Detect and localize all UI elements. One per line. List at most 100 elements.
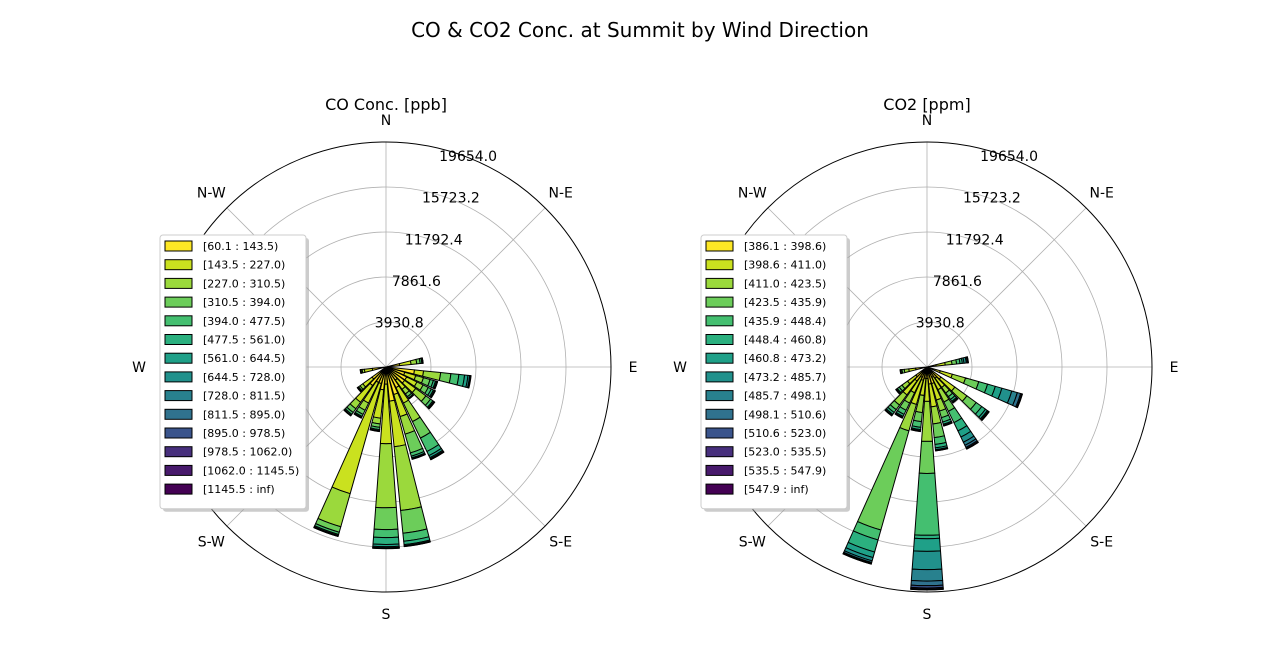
wind-wedge	[467, 375, 472, 389]
co2-windrose-panel: CO2 [ppm]N N-E E S-E S S-W W N-W 3930.8 7861.6 117…	[673, 95, 1178, 623]
legend-label: [394.0 : 477.5)	[203, 315, 285, 328]
wind-wedge	[894, 413, 903, 419]
wind-wedge	[943, 422, 953, 427]
wind-wedge	[356, 387, 362, 393]
wind-wedge	[369, 429, 380, 433]
legend-label: [435.9 : 448.4)	[744, 315, 826, 328]
legend-frame	[700, 234, 848, 510]
wind-wedge	[430, 390, 436, 399]
wind-wedge	[910, 588, 944, 591]
wind-wedge	[408, 394, 415, 400]
wind-wedge	[1016, 393, 1023, 409]
legend-label: [811.5 : 895.0)	[203, 408, 285, 421]
wind-wedge	[908, 367, 917, 372]
radial-tick-label: 15723.2	[963, 191, 1021, 207]
wind-wedge	[939, 370, 953, 379]
legend-label: [473.2 : 485.7)	[744, 371, 826, 384]
legend-label: [1145.5 : inf)	[203, 483, 275, 496]
legend-swatch	[164, 390, 193, 402]
legend-swatch	[164, 334, 193, 345]
direction-label: N-W	[738, 185, 767, 201]
wind-wedge	[375, 443, 397, 509]
legend-label: [477.5 : 561.0)	[203, 334, 285, 347]
legend-label: [1062.0 : 1145.5)	[203, 464, 299, 477]
wind-wedge	[899, 369, 902, 375]
legend-swatch	[705, 352, 734, 364]
legend-label: [448.4 : 460.8)	[744, 334, 826, 347]
wind-wedge	[944, 360, 953, 366]
legend-frame	[159, 234, 307, 510]
legend-label: [510.6 : 523.0)	[744, 427, 826, 440]
legend-swatch	[705, 296, 734, 308]
direction-label: E	[629, 360, 638, 376]
wind-wedge	[910, 429, 921, 433]
wind-wedge	[857, 427, 910, 531]
legend-label: [895.0 : 978.5)	[203, 427, 285, 440]
wind-wedge	[910, 568, 944, 582]
wind-wedge	[363, 367, 374, 373]
legend-label: [398.6 : 411.0)	[744, 259, 826, 272]
wind-wedge	[842, 553, 872, 565]
direction-label: S-W	[198, 535, 225, 551]
direction-label: N-E	[1090, 185, 1114, 201]
wind-wedge	[403, 541, 431, 548]
angular-gridline	[385, 207, 546, 368]
wind-wedge	[935, 362, 946, 367]
legend-label: [644.5 : 728.0)	[203, 371, 285, 384]
wind-wedge	[343, 409, 352, 417]
wind-wedge	[911, 550, 943, 571]
radial-tick-label: 19654.0	[439, 149, 497, 165]
legend-label: [143.5 : 227.0)	[203, 259, 285, 272]
wind-wedge	[373, 506, 399, 531]
figure-title: CO & CO2 Conc. at Summit by Wind Directi…	[411, 18, 869, 42]
direction-label: S-E	[549, 535, 572, 551]
wind-wedge	[966, 441, 979, 450]
legend-swatch	[164, 352, 193, 364]
legend-label: [523.0 : 535.5)	[744, 446, 826, 459]
legend-swatch	[705, 277, 734, 289]
wind-wedge	[981, 411, 990, 421]
radial-tick-label: 7861.6	[933, 274, 982, 290]
legend-swatch	[705, 334, 734, 345]
legend-label: [460.8 : 473.2)	[744, 352, 826, 365]
wind-wedge	[932, 421, 945, 439]
legend-swatch	[164, 483, 193, 495]
legend-swatch	[164, 259, 193, 271]
legend-swatch	[705, 464, 734, 476]
legend-label: [423.5 : 435.9)	[744, 296, 826, 309]
wind-wedge	[935, 448, 949, 452]
legend-label: [386.1 : 398.6)	[744, 240, 826, 253]
direction-label: N-W	[197, 185, 226, 201]
wind-wedge	[353, 413, 362, 419]
legend-label: [728.0 : 811.5)	[203, 390, 285, 403]
wind-wedge	[884, 409, 893, 417]
wind-wedge	[918, 440, 936, 474]
legend-swatch	[705, 371, 734, 383]
co-windrose-panel: CO Conc. [ppb]N N-E E S-E S S-W W N-W 3930.8 7861…	[132, 95, 637, 623]
legend-label: [411.0 : 423.5)	[744, 277, 826, 290]
wind-wedge	[952, 398, 959, 404]
legend: [60.1 : 143.5) [143.5 : 227.0) [227.0 : 31…	[159, 234, 309, 512]
wind-wedge	[372, 536, 400, 545]
legend-label: [535.5 : 547.9)	[744, 464, 826, 477]
direction-label: W	[673, 360, 687, 376]
radial-tick-label: 11792.4	[405, 232, 463, 248]
direction-label: S	[923, 607, 932, 623]
radial-tick-label: 15723.2	[422, 191, 480, 207]
legend-label: [978.5 : 1062.0)	[203, 446, 292, 459]
panel-title: CO Conc. [ppb]	[325, 95, 447, 114]
legend-label: [310.5 : 394.0)	[203, 296, 285, 309]
legend-label: [227.0 : 310.5)	[203, 277, 285, 290]
wind-wedge	[966, 356, 969, 364]
direction-label: S-W	[739, 535, 766, 551]
legend-swatch	[705, 483, 734, 495]
legend-swatch	[705, 446, 734, 458]
legend-swatch	[164, 277, 193, 289]
direction-label: W	[132, 360, 146, 376]
direction-label: N	[381, 113, 391, 129]
legend-swatch	[705, 390, 734, 402]
direction-label: S-E	[1090, 535, 1113, 551]
wind-wedge	[372, 547, 400, 550]
legend-swatch	[705, 240, 734, 252]
